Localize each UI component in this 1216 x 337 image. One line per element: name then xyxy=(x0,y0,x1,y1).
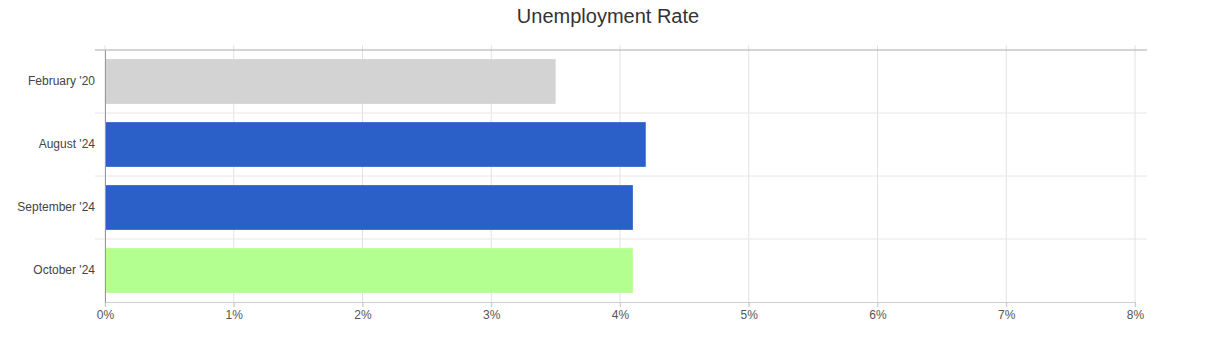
x-tick-label: 2% xyxy=(354,308,372,322)
x-tick: 8% xyxy=(1127,302,1145,322)
grid xyxy=(95,45,1147,307)
x-tick: 6% xyxy=(869,302,887,322)
x-tick-mark xyxy=(749,302,750,307)
y-tick: February '20 xyxy=(28,74,105,88)
plot-top-border xyxy=(95,50,1147,51)
x-tick: 7% xyxy=(998,302,1016,322)
y-tick: September '24 xyxy=(17,200,105,214)
x-tick-label: 3% xyxy=(483,308,501,322)
y-tick-label: October '24 xyxy=(33,263,95,277)
x-tick-mark xyxy=(620,302,621,307)
x-tick-mark xyxy=(105,302,106,307)
category-divider xyxy=(95,113,1147,114)
x-tick-label: 1% xyxy=(226,308,244,322)
y-tick: October '24 xyxy=(33,263,105,277)
x-axis: 0% 1% 2% 3% 4% 5% 6% 7% 8% xyxy=(97,302,1145,322)
bar xyxy=(105,59,556,104)
x-tick: 4% xyxy=(612,302,630,322)
x-tick-label: 6% xyxy=(869,308,887,322)
x-tick: 0% xyxy=(97,302,115,322)
bar xyxy=(105,248,633,293)
y-tick-label: August '24 xyxy=(39,137,96,151)
x-tick-label: 7% xyxy=(998,308,1016,322)
y-tick: August '24 xyxy=(39,137,105,151)
x-tick: 1% xyxy=(226,302,244,322)
x-tick-mark xyxy=(1135,302,1136,307)
x-tick-mark xyxy=(878,302,879,307)
bars xyxy=(105,59,646,293)
category-divider xyxy=(95,239,1147,240)
y-tick-label: February '20 xyxy=(28,74,95,88)
bar xyxy=(105,122,646,167)
x-tick-mark xyxy=(363,302,364,307)
y-axis-line xyxy=(105,51,106,303)
bar xyxy=(105,185,633,230)
x-tick-mark xyxy=(491,302,492,307)
x-tick-mark xyxy=(1006,302,1007,307)
x-tick: 5% xyxy=(741,302,759,322)
x-tick-label: 8% xyxy=(1127,308,1145,322)
x-tick: 3% xyxy=(483,302,501,322)
x-tick-label: 4% xyxy=(612,308,630,322)
x-tick-label: 5% xyxy=(741,308,759,322)
x-tick-mark xyxy=(234,302,235,307)
x-tick: 2% xyxy=(354,302,372,322)
category-divider xyxy=(95,176,1147,177)
x-tick-label: 0% xyxy=(97,308,115,322)
y-tick-label: September '24 xyxy=(17,200,95,214)
title: Unemployment Rate xyxy=(517,5,699,27)
y-axis: February '20 August '24 September '24 Octob… xyxy=(17,51,105,303)
chart: Unemployment Rate 0% 1% 2% 3% 4% 5% 6% 7% 8% Febru… xyxy=(0,0,1216,337)
